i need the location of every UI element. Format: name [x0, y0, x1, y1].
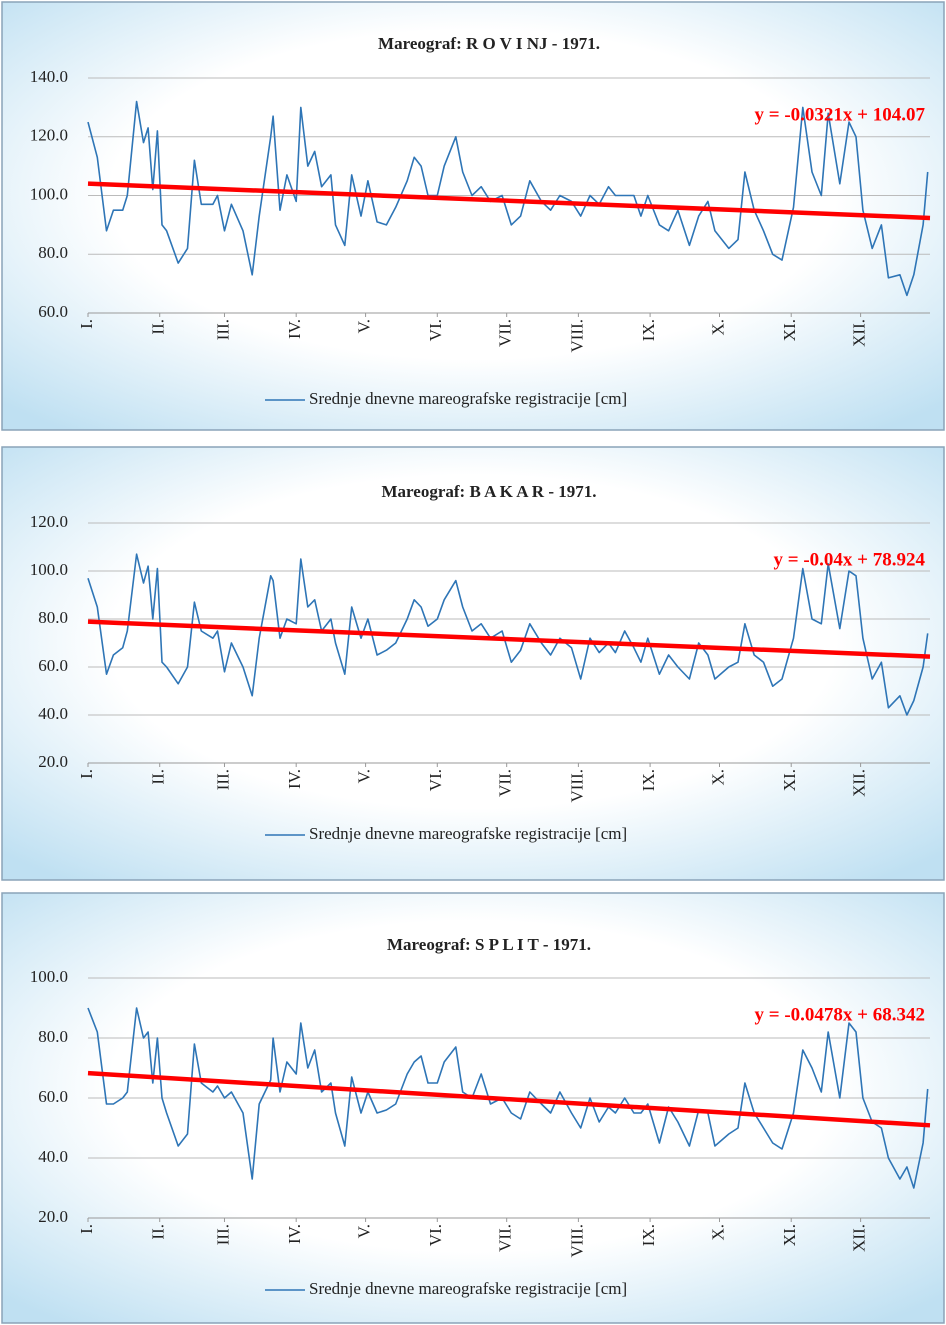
x-tick-label: V.	[354, 319, 373, 333]
x-tick-label: IX.	[639, 769, 658, 791]
legend-label: Srednje dnevne mareografske registracije…	[309, 389, 627, 408]
x-tick-label: II.	[149, 1224, 168, 1240]
y-tick-label: 60.0	[38, 656, 68, 675]
x-tick-label: XII.	[850, 319, 869, 347]
y-tick-label: 100.0	[30, 560, 68, 579]
x-tick-label: VIII.	[567, 769, 586, 803]
data-line	[87, 100, 929, 297]
y-tick-label: 80.0	[38, 243, 68, 262]
x-tick-label: IV.	[285, 319, 304, 339]
y-tick-label: 120.0	[30, 126, 68, 145]
legend-label: Srednje dnevne mareografske registracije…	[309, 1279, 627, 1298]
x-tick-label: V.	[354, 769, 373, 783]
legend-label: Srednje dnevne mareografske registracije…	[309, 824, 627, 843]
trend-line	[87, 181, 931, 221]
data-line	[87, 553, 929, 716]
trend-label: y = -0.04x + 78.924	[774, 549, 926, 570]
x-tick-label: II.	[149, 319, 168, 335]
x-tick-label: VII.	[496, 769, 515, 797]
panel-background	[1, 446, 945, 881]
y-tick-label: 40.0	[38, 1147, 68, 1166]
x-tick-label: XI.	[780, 1224, 799, 1246]
y-tick-label: 100.0	[30, 967, 68, 986]
x-tick-label: III.	[213, 1224, 232, 1245]
x-tick-label: VI.	[426, 1224, 445, 1246]
panel-background	[1, 1, 945, 431]
x-tick-label: VIII.	[567, 319, 586, 353]
y-tick-label: 100.0	[30, 184, 68, 203]
x-tick-label: VI.	[426, 319, 445, 341]
x-tick-label: X.	[708, 319, 727, 336]
y-tick-label: 140.0	[30, 67, 68, 86]
trend-label: y = -0.0321x + 104.07	[755, 104, 926, 125]
y-tick-label: 80.0	[38, 1027, 68, 1046]
y-tick-label: 40.0	[38, 704, 68, 723]
x-tick-label: III.	[213, 769, 232, 790]
x-tick-label: XI.	[780, 319, 799, 341]
x-tick-label: I.	[77, 319, 96, 329]
x-tick-label: IV.	[285, 1224, 304, 1244]
x-tick-label: VII.	[496, 319, 515, 347]
y-tick-label: 20.0	[38, 1207, 68, 1226]
x-tick-label: III.	[213, 319, 232, 340]
trend-line	[87, 619, 931, 659]
y-tick-label: 20.0	[38, 752, 68, 771]
trend-label: y = -0.0478x + 68.342	[755, 1004, 925, 1025]
x-tick-label: VII.	[496, 1224, 515, 1252]
x-tick-label: X.	[708, 769, 727, 786]
chart-title: Mareograf: S P L I T - 1971.	[387, 935, 591, 954]
panel-background	[1, 892, 945, 1324]
x-tick-label: V.	[354, 1224, 373, 1238]
chart-title: Mareograf: R O V I NJ - 1971.	[378, 34, 600, 53]
x-tick-label: II.	[149, 769, 168, 785]
x-tick-label: IX.	[639, 1224, 658, 1246]
x-tick-label: IV.	[285, 769, 304, 789]
x-tick-label: I.	[77, 769, 96, 779]
x-tick-label: IX.	[639, 319, 658, 341]
x-tick-label: VIII.	[567, 1224, 586, 1258]
chart-title: Mareograf: B A K A R - 1971.	[382, 482, 597, 501]
y-tick-label: 60.0	[38, 302, 68, 321]
x-tick-label: XI.	[780, 769, 799, 791]
x-tick-label: X.	[708, 1224, 727, 1241]
x-tick-label: XII.	[850, 1224, 869, 1252]
x-tick-label: VI.	[426, 769, 445, 791]
x-tick-label: I.	[77, 1224, 96, 1234]
x-tick-label: XII.	[850, 769, 869, 797]
trend-line	[87, 1070, 931, 1128]
y-tick-label: 120.0	[30, 512, 68, 531]
y-tick-label: 80.0	[38, 608, 68, 627]
y-tick-label: 60.0	[38, 1087, 68, 1106]
